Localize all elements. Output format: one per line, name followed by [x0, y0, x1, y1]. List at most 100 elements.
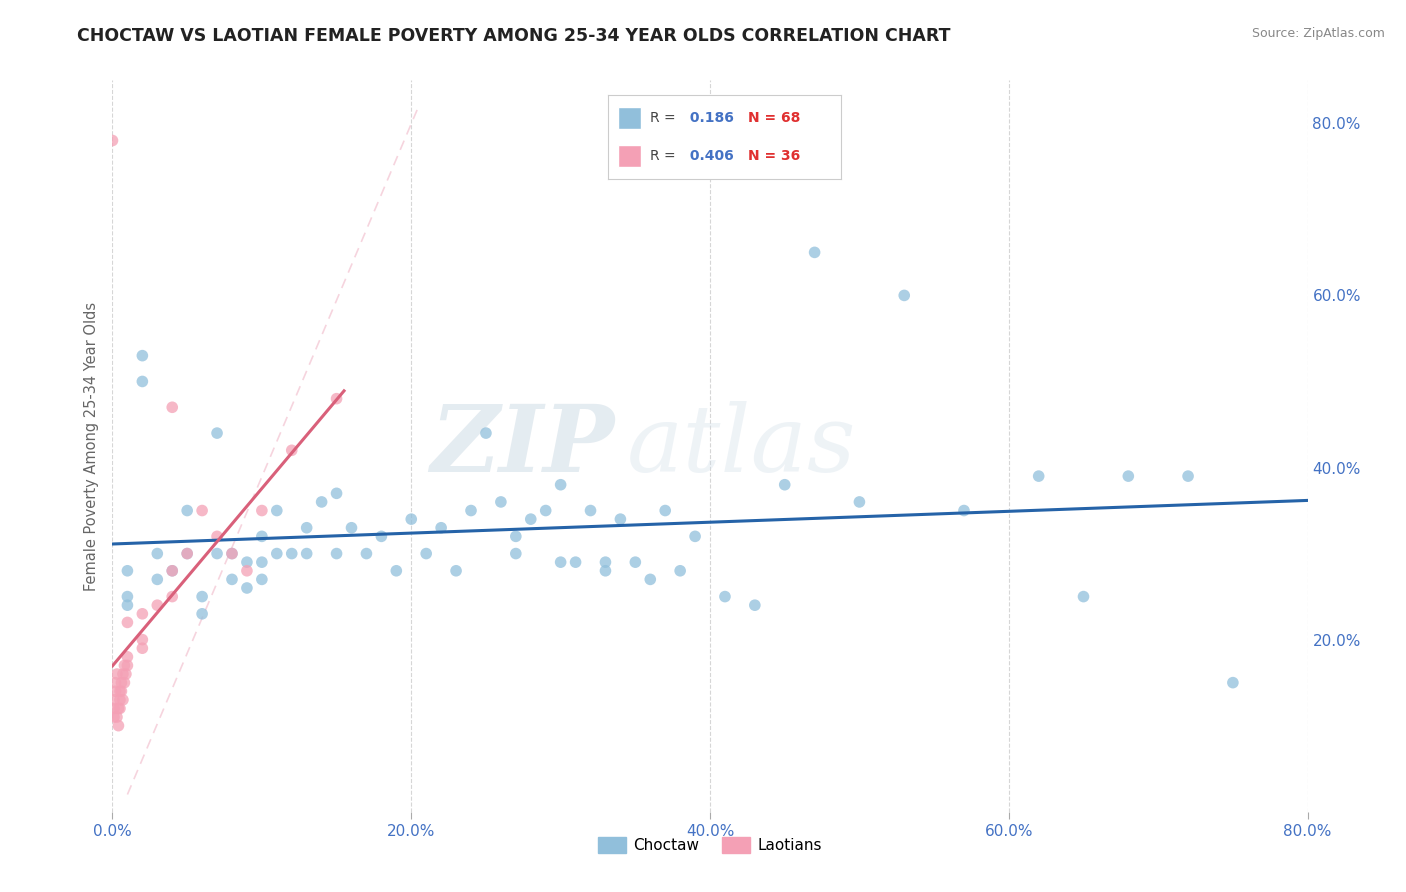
Point: [1118, 469, 1140, 483]
Point: [108, 701, 131, 715]
Point: [624, 555, 647, 569]
Point: [1177, 469, 1199, 483]
Point: [114, 658, 135, 673]
Point: [146, 573, 169, 587]
Point: [415, 547, 437, 561]
Point: [105, 710, 128, 724]
Point: [325, 547, 347, 561]
Legend: Choctaw, Laotians: Choctaw, Laotians: [592, 830, 828, 859]
Point: [683, 529, 706, 543]
Point: [773, 477, 796, 491]
Point: [146, 598, 169, 612]
Point: [250, 573, 273, 587]
Point: [205, 529, 228, 543]
Point: [236, 564, 259, 578]
Point: [176, 547, 198, 561]
Point: [266, 503, 288, 517]
Point: [110, 675, 132, 690]
Point: [105, 667, 128, 681]
Point: [131, 641, 153, 656]
Point: [520, 512, 543, 526]
Point: [205, 547, 228, 561]
Point: [104, 684, 127, 698]
Point: [117, 598, 139, 612]
Point: [104, 675, 127, 690]
Point: [162, 590, 183, 604]
Point: [579, 503, 602, 517]
Point: [1073, 590, 1095, 604]
Point: [385, 564, 408, 578]
Point: [103, 710, 125, 724]
Point: [654, 503, 676, 517]
Point: [505, 529, 527, 543]
Point: [401, 512, 423, 526]
Point: [108, 693, 131, 707]
Text: atlas: atlas: [627, 401, 856, 491]
Point: [146, 547, 169, 561]
Point: [505, 547, 527, 561]
Point: [744, 598, 766, 612]
Point: [325, 392, 347, 406]
Point: [460, 503, 482, 517]
Point: [117, 658, 139, 673]
Point: [131, 632, 153, 647]
Point: [893, 288, 915, 302]
Point: [115, 667, 138, 681]
Point: [221, 547, 243, 561]
Point: [131, 375, 153, 389]
Point: [176, 547, 198, 561]
Point: [281, 443, 304, 458]
Point: [221, 547, 243, 561]
Point: [340, 521, 363, 535]
Point: [848, 495, 870, 509]
Point: [162, 564, 183, 578]
Point: [107, 719, 129, 733]
Point: [444, 564, 467, 578]
Point: [205, 426, 228, 441]
Point: [162, 564, 183, 578]
Text: CHOCTAW VS LAOTIAN FEMALE POVERTY AMONG 25-34 YEAR OLDS CORRELATION CHART: CHOCTAW VS LAOTIAN FEMALE POVERTY AMONG …: [77, 27, 950, 45]
Point: [221, 573, 243, 587]
Point: [162, 401, 183, 415]
Point: [114, 675, 135, 690]
Point: [953, 503, 976, 517]
Point: [103, 693, 125, 707]
Text: Source: ZipAtlas.com: Source: ZipAtlas.com: [1251, 27, 1385, 40]
Point: [117, 590, 139, 604]
Point: [609, 512, 631, 526]
Point: [803, 245, 825, 260]
Point: [595, 564, 617, 578]
Point: [111, 693, 134, 707]
Point: [131, 607, 153, 621]
Point: [103, 701, 125, 715]
Text: ZIP: ZIP: [430, 401, 614, 491]
Point: [311, 495, 333, 509]
Point: [131, 349, 153, 363]
Point: [266, 547, 288, 561]
Point: [107, 701, 129, 715]
Point: [550, 477, 572, 491]
Point: [191, 590, 214, 604]
Point: [714, 590, 737, 604]
Point: [489, 495, 512, 509]
Point: [111, 667, 134, 681]
Point: [564, 555, 586, 569]
Point: [281, 547, 304, 561]
Point: [108, 684, 131, 698]
Point: [1028, 469, 1050, 483]
Point: [176, 503, 198, 517]
Point: [430, 521, 453, 535]
Point: [669, 564, 692, 578]
Point: [191, 503, 214, 517]
Point: [191, 607, 214, 621]
Point: [475, 426, 498, 441]
Point: [117, 564, 139, 578]
Point: [250, 529, 273, 543]
Point: [550, 555, 572, 569]
Point: [325, 486, 347, 500]
Point: [1222, 675, 1244, 690]
Point: [110, 684, 132, 698]
Point: [117, 649, 139, 664]
Point: [101, 134, 124, 148]
Point: [236, 555, 259, 569]
